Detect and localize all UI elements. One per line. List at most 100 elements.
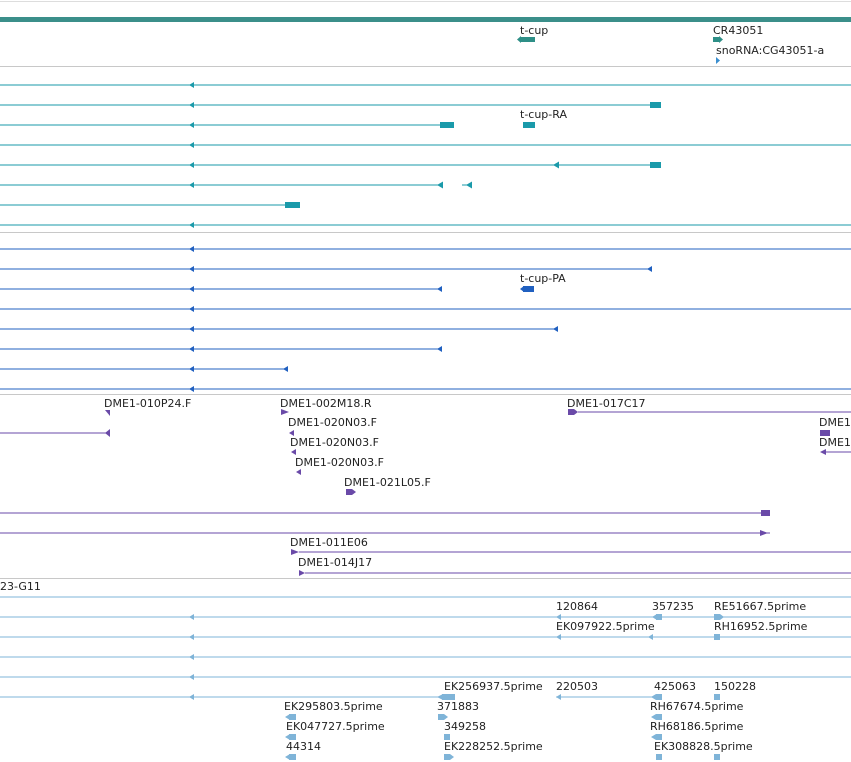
transcript-t-cup-ra[interactable] <box>523 122 535 128</box>
est-label[interactable]: 349258 <box>444 720 486 733</box>
clone-marker[interactable] <box>105 410 110 416</box>
clone-marker[interactable] <box>291 449 296 455</box>
clone-label[interactable]: DME1-010P24.F <box>104 397 192 410</box>
est-label[interactable]: EK256937.5prime <box>444 680 543 693</box>
est-label[interactable]: 425063 <box>654 680 696 693</box>
est-marker[interactable] <box>651 694 656 700</box>
clone-label[interactable]: DME1-021L05.F <box>344 476 431 489</box>
est-marker[interactable] <box>714 614 720 620</box>
gene-label-cr43051[interactable]: CR43051 <box>713 24 764 37</box>
clone-label[interactable]: DME1 <box>819 436 851 449</box>
gene-snorna-arrow[interactable] <box>716 57 720 64</box>
est-marker[interactable] <box>656 694 662 700</box>
est-marker[interactable] <box>656 614 662 620</box>
protein-arrow <box>189 346 194 352</box>
clone-marker[interactable] <box>346 489 352 495</box>
protein-arrow <box>647 266 652 272</box>
est-marker[interactable] <box>651 734 656 740</box>
est-label[interactable]: 44314 <box>286 740 321 753</box>
est-marker[interactable] <box>648 634 653 640</box>
top-rule <box>0 1 851 2</box>
clone-marker[interactable] <box>291 549 299 555</box>
protein-arrow <box>189 246 194 252</box>
clone-label[interactable]: DME1-002M18.R <box>280 397 372 410</box>
clone-marker[interactable] <box>281 409 289 415</box>
clone-marker[interactable] <box>820 449 826 455</box>
gene-t-cup-arrow <box>517 36 521 43</box>
est-label[interactable]: RH16952.5prime <box>714 620 808 633</box>
protein-arrow <box>437 346 442 352</box>
clone-label[interactable]: DME1-020N03.F <box>288 416 377 429</box>
est-label[interactable]: RH68186.5prime <box>650 720 744 733</box>
clone-label[interactable]: DME1-020N03.F <box>295 456 384 469</box>
transcript-arrow <box>189 82 194 88</box>
est-marker[interactable] <box>285 754 290 760</box>
est-marker[interactable] <box>556 634 561 640</box>
protein-label-t-cup-pa[interactable]: t-cup-PA <box>520 272 566 285</box>
protein-arrow <box>189 306 194 312</box>
protein-arrow <box>189 286 194 292</box>
est-label[interactable]: EK308828.5prime <box>654 740 753 753</box>
protein-t-cup-pa[interactable] <box>523 286 534 292</box>
transcript-label-t-cup-ra[interactable]: t-cup-RA <box>520 108 567 121</box>
est-marker[interactable] <box>437 694 443 700</box>
est-marker[interactable] <box>556 694 561 700</box>
est-marker[interactable] <box>714 634 720 640</box>
est-label[interactable]: 220503 <box>556 680 598 693</box>
est-marker[interactable] <box>556 614 561 620</box>
est-marker <box>720 614 724 620</box>
est-marker[interactable] <box>656 734 662 740</box>
transcript-exon <box>650 162 661 168</box>
est-marker[interactable] <box>714 694 720 700</box>
clone-label[interactable]: DME1-017C17 <box>567 397 646 410</box>
clone-label[interactable]: DME1-011E06 <box>290 536 368 549</box>
transcript-arrow <box>553 161 559 169</box>
est-label[interactable]: RH67674.5prime <box>650 700 744 713</box>
track-separator <box>0 578 851 579</box>
gene-cr43051[interactable] <box>713 37 719 42</box>
transcript-arrow <box>189 182 194 188</box>
est-label[interactable]: EK097922.5prime <box>556 620 655 633</box>
est-label[interactable]: EK295803.5prime <box>284 700 383 713</box>
est-label[interactable]: 371883 <box>437 700 479 713</box>
est-marker[interactable] <box>285 714 290 720</box>
clone-marker[interactable] <box>299 570 305 576</box>
clone-marker[interactable] <box>296 469 301 475</box>
est-label[interactable]: EK228252.5prime <box>444 740 543 753</box>
est-marker[interactable] <box>656 714 662 720</box>
transcript-exon <box>285 202 300 208</box>
est-marker[interactable] <box>444 734 450 740</box>
gene-label-t-cup[interactable]: t-cup <box>520 24 549 37</box>
est-label[interactable]: 23-G11 <box>0 580 41 593</box>
est-marker[interactable] <box>438 714 444 720</box>
est-marker[interactable] <box>442 694 455 700</box>
est-marker[interactable] <box>289 714 296 720</box>
clone-label[interactable]: DME1-020N03.F <box>290 436 379 449</box>
clone-marker <box>574 409 578 415</box>
est-label[interactable]: 120864 <box>556 600 598 613</box>
gene-t-cup[interactable] <box>521 37 535 42</box>
clone-marker[interactable] <box>568 409 574 415</box>
est-marker[interactable] <box>285 734 290 740</box>
transcript-track <box>0 82 851 228</box>
est-marker[interactable] <box>651 714 656 720</box>
est-label[interactable]: 357235 <box>652 600 694 613</box>
est-marker <box>444 714 448 720</box>
clone-label[interactable]: DME1 <box>819 416 851 429</box>
est-marker[interactable] <box>714 754 720 760</box>
gene-label-snorna[interactable]: snoRNA:CG43051-a <box>716 44 825 57</box>
est-marker[interactable] <box>444 754 450 760</box>
clone-marker[interactable] <box>820 430 830 436</box>
est-label[interactable]: RE51667.5prime <box>714 600 807 613</box>
est-marker[interactable] <box>289 754 296 760</box>
est-label[interactable]: 150228 <box>714 680 756 693</box>
clone-arrow <box>760 530 768 536</box>
est-marker[interactable] <box>652 614 657 620</box>
clone-marker <box>352 489 356 495</box>
est-marker[interactable] <box>289 734 296 740</box>
transcript-arrow <box>437 181 443 189</box>
clone-marker[interactable] <box>289 430 294 436</box>
est-label[interactable]: EK047727.5prime <box>286 720 385 733</box>
clone-label[interactable]: DME1-014J17 <box>298 556 373 569</box>
est-marker[interactable] <box>656 754 662 760</box>
